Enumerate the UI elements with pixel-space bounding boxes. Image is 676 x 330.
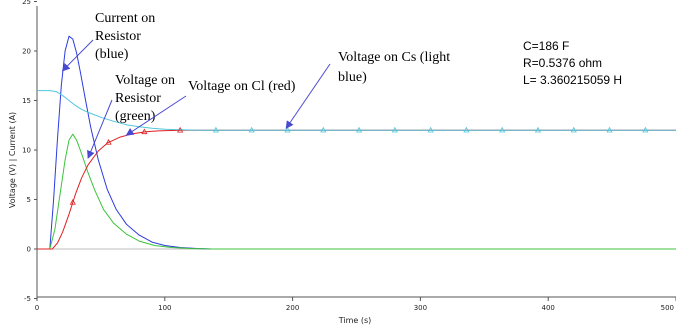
x-tick-label: 0 [35,304,39,312]
annotation-text: blue) [338,70,367,85]
marker-voltage-cs [284,126,291,133]
marker-voltage-cs [355,126,363,133]
marker-voltage-cs [606,126,613,133]
series-line-voltage-resistor [37,133,676,250]
series-line-voltage-cs [37,90,676,131]
y-tick-label: 5 [27,196,31,204]
parameter-text: R=0.5376 ohm [523,56,602,70]
y-tick-label: -5 [24,295,31,303]
x-tick-label: 100 [158,304,171,312]
marker-voltage-cs [212,126,219,133]
marker-voltage-cs [427,126,434,133]
marker-voltage-cs [570,126,577,133]
annotation-arrow [61,39,94,72]
parameters-box: C=186 F R=0.5376 ohm L= 3.360215059 H [523,39,622,87]
parameter-text: C=186 F [523,39,569,53]
marker-layer [69,126,649,205]
y-tick-label: 25 [22,0,31,6]
marker-voltage-cs [248,126,255,133]
annotation-layer: Current on Resistor (blue) Voltage on Resist… [61,11,450,159]
annotation-text: Current on [95,11,155,26]
marker-voltage-cl [141,128,148,135]
annotation-voltage-on-resistor: Voltage on Resistor (green) [87,73,175,159]
marker-voltage-cl [177,126,184,133]
marker-voltage-cs [642,126,649,133]
annotation-text: Voltage on Cl (red) [188,79,296,94]
y-tick-label: 10 [22,147,31,155]
annotation-voltage-on-cs: Voltage on Cs (light blue) [285,50,450,130]
y-tick-label: 20 [22,48,31,56]
annotation-voltage-on-cl: Voltage on Cl (red) [125,79,296,136]
marker-voltage-cs [391,126,398,133]
x-tick-label: 400 [542,304,555,312]
annotation-text: Resistor [95,29,141,44]
annotation-text: (green) [115,109,156,124]
annotation-arrow [87,99,113,159]
x-tick-label: 500 [661,304,674,312]
x-axis-title: Time (s) [338,316,372,325]
annotation-text: Voltage on [115,73,175,88]
series-layer [37,35,676,250]
y-tick-label: 0 [27,246,31,254]
marker-voltage-cs [499,126,506,133]
x-tick-label: 200 [286,304,299,312]
annotation-text: (blue) [95,47,129,62]
marker-voltage-cs [463,126,470,133]
series-line-voltage-cl [37,129,676,250]
annotation-arrow [285,63,331,130]
annotation-arrow [125,95,187,136]
marker-voltage-cl [69,199,76,205]
y-axis-title: Voltage (V) | Current (A) [8,112,17,208]
marker-voltage-cl [105,139,112,145]
annotation-text: Voltage on Cs (light [338,50,450,65]
annotation-text: Resistor [115,91,161,106]
marker-voltage-cs [534,126,542,133]
y-tick-label: 15 [22,97,31,105]
marker-voltage-cs [320,126,327,133]
annotation-current-on-resistor: Current on Resistor (blue) [61,11,155,72]
x-tick-label: 300 [414,304,427,312]
parameter-text: L= 3.360215059 H [523,73,622,87]
